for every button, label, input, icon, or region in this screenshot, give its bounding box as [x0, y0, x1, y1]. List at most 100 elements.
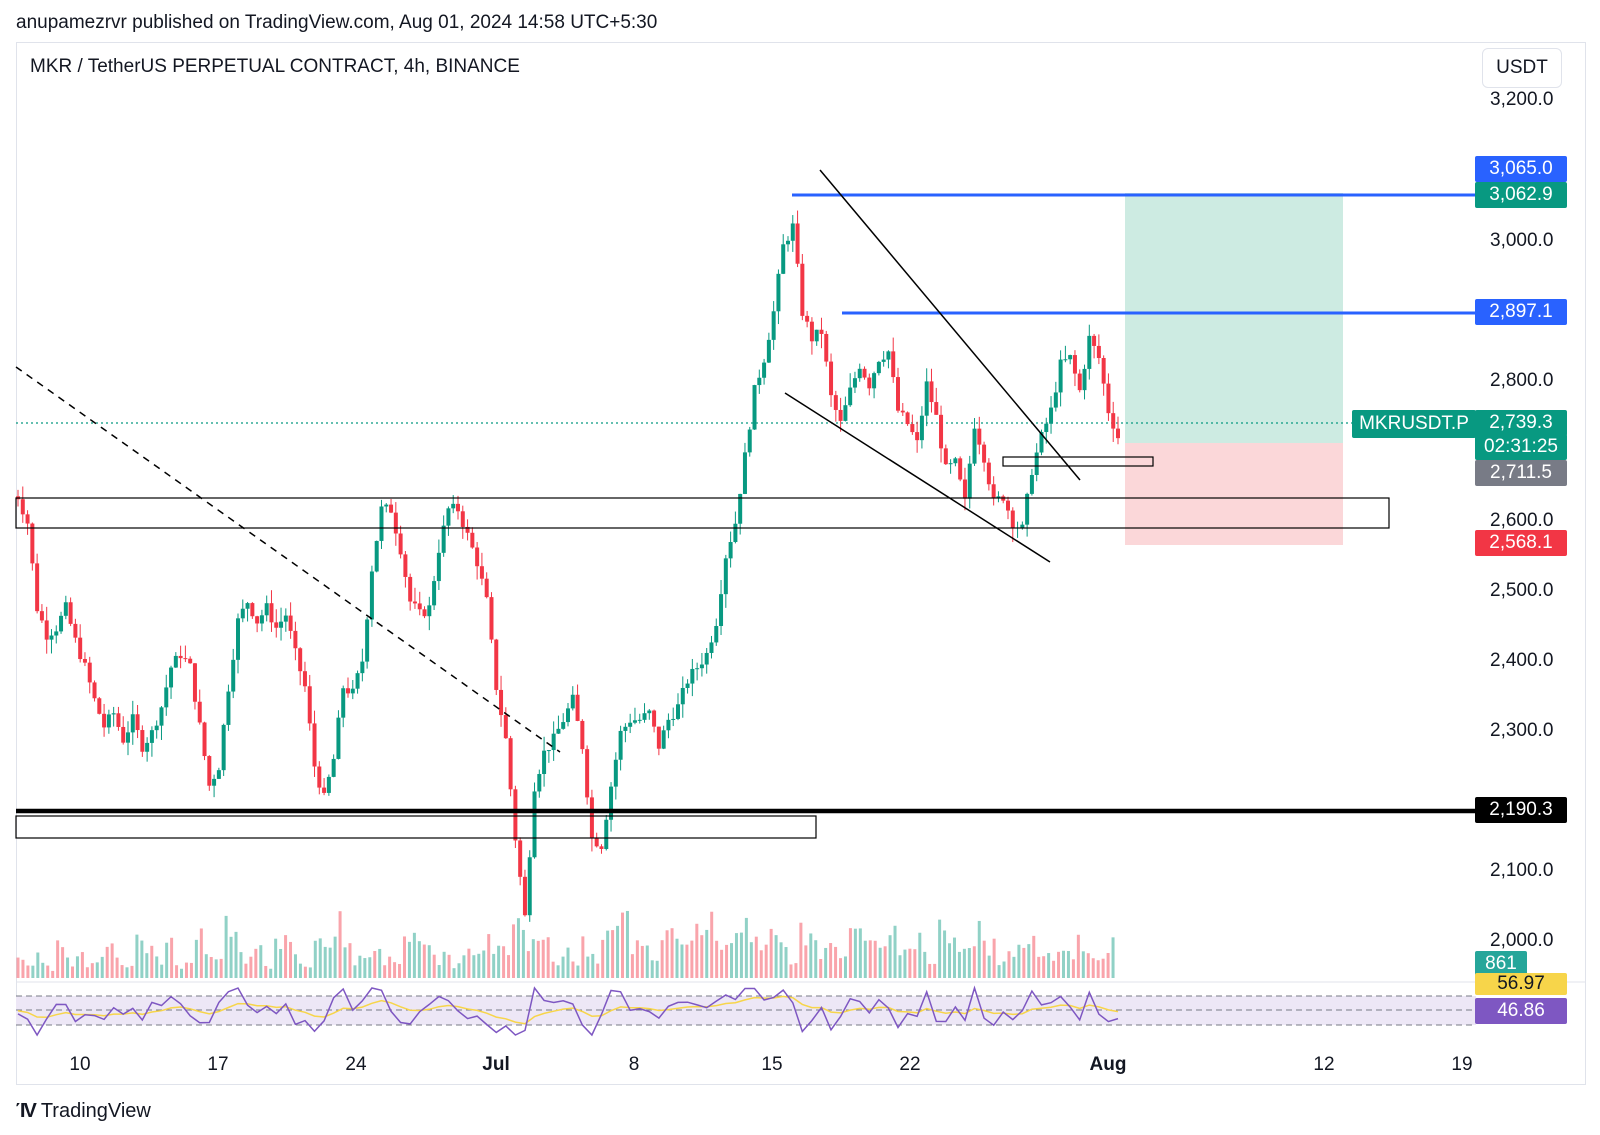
volume-bar	[279, 948, 283, 978]
candle-body	[1044, 423, 1049, 433]
candle-body	[341, 688, 346, 718]
volume-bar	[839, 958, 843, 978]
candle-body	[982, 444, 987, 463]
candle-body	[302, 671, 307, 687]
price-tick: 2,000.0	[1490, 930, 1554, 951]
candle-body	[680, 687, 685, 705]
falling-wedge-upper[interactable]	[819, 169, 1081, 481]
candle-body	[1058, 359, 1063, 393]
price-label-last: 2,739.3	[1475, 410, 1567, 436]
candle-body	[322, 787, 327, 793]
volume-bar	[625, 910, 629, 978]
candle-body	[336, 717, 341, 759]
volume-bar	[596, 963, 600, 978]
candle-body	[513, 789, 518, 841]
volume-bar	[1002, 961, 1006, 978]
candle-body	[747, 429, 752, 453]
candle-body	[838, 409, 843, 421]
candle-body	[1077, 373, 1082, 391]
volume-bar	[219, 958, 223, 978]
time-tick: 19	[1451, 1054, 1473, 1075]
candle-body	[776, 273, 781, 312]
small-zone[interactable]	[1002, 456, 1154, 467]
candle-body	[829, 361, 834, 396]
candle-body	[852, 378, 857, 388]
candle-body	[44, 620, 49, 640]
falling-wedge-lower[interactable]	[784, 392, 1051, 563]
candle-body	[656, 726, 661, 749]
volume-bar	[244, 963, 248, 978]
candle-body	[49, 635, 54, 640]
time-tick: 10	[69, 1054, 91, 1075]
volume-bar	[338, 911, 342, 978]
volume-bar	[957, 951, 961, 978]
volume-bar	[710, 911, 714, 978]
price-label-resistance: 2,897.1	[1475, 299, 1567, 325]
candle-body	[446, 508, 451, 526]
volume-bar	[690, 940, 694, 978]
demand-zone-upper[interactable]	[15, 497, 1390, 529]
candle-body	[666, 719, 671, 731]
price-tick: 2,500.0	[1490, 580, 1554, 601]
candle-body	[54, 631, 59, 636]
volume-bar	[908, 948, 912, 978]
candle-body	[996, 496, 1001, 499]
volume-bar	[417, 941, 421, 978]
volume-bar	[660, 940, 664, 978]
candle-body	[283, 615, 288, 622]
volume-bar	[516, 918, 520, 978]
volume-bar	[873, 940, 877, 978]
price-label-support: 2,190.3	[1475, 797, 1567, 823]
volume-bar	[650, 960, 654, 978]
volume-bar	[1086, 953, 1090, 978]
candle-body	[781, 244, 786, 274]
currency-button[interactable]: USDT	[1482, 48, 1562, 88]
volume-bar	[799, 922, 803, 978]
volume-bar	[566, 947, 570, 978]
volume-bar	[487, 934, 491, 978]
volume-bar	[229, 936, 233, 978]
volume-bar	[422, 944, 426, 978]
candle-body	[130, 714, 135, 733]
candle-body	[1092, 335, 1097, 346]
candle-body	[346, 688, 350, 694]
candle-body	[556, 728, 561, 734]
candle-body	[25, 514, 30, 524]
candle-body	[833, 395, 838, 410]
candle-body	[766, 339, 771, 363]
candle-body	[972, 428, 977, 464]
candle-body	[786, 240, 790, 245]
volume-bar	[848, 928, 852, 978]
candle-body	[1010, 510, 1015, 529]
volume-bar	[928, 963, 932, 978]
volume-bar	[56, 940, 60, 978]
candle-body	[1068, 355, 1073, 360]
candle-body	[192, 663, 197, 702]
volume-bar	[720, 949, 724, 978]
volume-bars	[16, 910, 1115, 978]
tradingview-brand[interactable]: ΊV TradingView	[16, 1100, 151, 1123]
volume-bar	[680, 944, 684, 978]
volume-bar	[407, 941, 411, 978]
candle-body	[881, 359, 886, 362]
candle-body	[637, 719, 642, 721]
candle-body	[236, 618, 240, 660]
candle-body	[919, 415, 924, 441]
volume-bar	[31, 965, 35, 978]
volume-bar	[715, 940, 719, 978]
volume-bar	[145, 953, 149, 978]
volume-bar	[318, 938, 322, 978]
volume-bar	[437, 965, 441, 978]
volume-bar	[893, 925, 897, 978]
candle-body	[685, 683, 690, 688]
volume-bar	[105, 946, 109, 978]
candle-body	[527, 857, 532, 916]
demand-zone-lower[interactable]	[15, 815, 817, 839]
candle-body	[188, 658, 193, 664]
price-tick: 2,300.0	[1490, 720, 1554, 741]
candle-body	[39, 611, 44, 621]
candle-body	[757, 377, 762, 386]
volume-bar	[992, 938, 996, 978]
volume-bar	[95, 962, 99, 978]
